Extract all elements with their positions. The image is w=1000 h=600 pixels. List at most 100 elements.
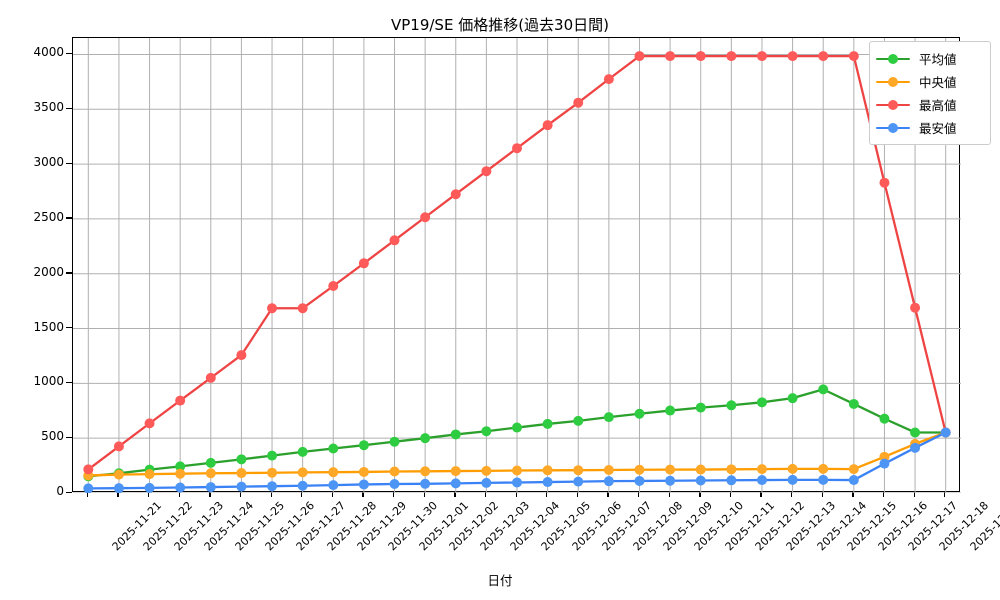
- data-point: [940, 427, 951, 438]
- data-point: [328, 467, 339, 478]
- data-point: [512, 143, 522, 154]
- x-tick-mark: [729, 492, 732, 497]
- x-tick-mark: [576, 492, 579, 497]
- x-tick-mark: [699, 492, 701, 497]
- data-point: [236, 454, 247, 465]
- x-tick-mark: [944, 492, 946, 497]
- data-point: [756, 51, 767, 62]
- y-tick-label: 4000: [33, 45, 64, 60]
- data-point: [113, 469, 124, 480]
- data-point: [420, 466, 431, 477]
- data-point: [665, 464, 676, 475]
- plot-canvas: [73, 38, 961, 493]
- data-point: [297, 303, 308, 314]
- x-tick-mark: [668, 492, 670, 497]
- y-tick-label: 1000: [33, 374, 64, 389]
- data-point: [113, 483, 124, 493]
- legend-item-3[interactable]: 最安値: [876, 116, 984, 139]
- y-tick-mark: [66, 272, 72, 274]
- legend-item-1[interactable]: 中央値: [876, 70, 984, 93]
- data-point: [756, 397, 767, 408]
- data-point: [573, 465, 584, 476]
- data-point: [848, 475, 859, 486]
- legend: 平均値中央値 最高値 最安値: [869, 41, 991, 145]
- y-tick-label: 2000: [33, 264, 64, 279]
- x-tick-mark: [86, 492, 89, 497]
- legend-swatch-icon: [876, 52, 910, 66]
- data-point: [787, 474, 798, 485]
- y-tick-mark: [66, 107, 72, 110]
- data-point: [573, 476, 584, 487]
- data-point: [328, 480, 339, 491]
- data-point: [910, 427, 921, 438]
- data-point: [818, 474, 829, 485]
- data-point: [879, 177, 890, 188]
- data-point: [726, 475, 737, 486]
- data-point: [175, 468, 186, 479]
- data-point: [573, 97, 584, 108]
- data-point: [634, 51, 645, 62]
- data-point: [512, 477, 522, 488]
- x-tick-mark: [178, 492, 180, 497]
- data-point: [818, 384, 829, 395]
- legend-label: 平均値: [919, 52, 957, 67]
- data-point: [512, 422, 522, 433]
- data-point: [144, 418, 155, 429]
- data-point: [695, 475, 706, 486]
- data-point: [236, 468, 247, 479]
- data-point: [389, 479, 400, 490]
- data-point: [267, 467, 278, 478]
- legend-swatch-icon: [876, 75, 910, 89]
- data-point: [634, 408, 645, 419]
- data-point: [481, 426, 492, 437]
- legend-item-2[interactable]: 最高値: [876, 93, 984, 116]
- data-point: [358, 466, 369, 477]
- data-point: [267, 303, 278, 314]
- y-tick-label: 500: [41, 429, 64, 444]
- data-point: [328, 281, 339, 291]
- x-tick-mark: [270, 492, 272, 497]
- data-point: [481, 477, 492, 488]
- data-point: [695, 402, 706, 413]
- data-point: [205, 457, 216, 468]
- x-tick-mark: [760, 492, 762, 497]
- x-tick-mark: [331, 492, 334, 497]
- data-point: [695, 51, 706, 62]
- data-point: [450, 189, 461, 200]
- data-point: [450, 478, 461, 489]
- data-point: [603, 464, 614, 475]
- data-point: [665, 475, 676, 486]
- data-point: [420, 478, 431, 489]
- x-tick-mark: [148, 492, 150, 497]
- data-point: [389, 466, 400, 477]
- y-tick-label: 2500: [33, 209, 64, 224]
- x-tick-mark: [913, 492, 915, 497]
- x-tick-mark: [852, 492, 854, 497]
- x-tick-mark: [637, 492, 640, 497]
- data-point: [910, 302, 921, 313]
- y-tick-mark: [66, 162, 72, 164]
- data-point: [787, 51, 798, 62]
- x-tick-mark: [821, 492, 823, 497]
- data-point: [879, 413, 890, 424]
- x-tick-mark: [393, 492, 395, 497]
- legend-swatch-icon: [876, 121, 910, 135]
- data-point: [634, 475, 645, 486]
- data-point: [542, 477, 553, 488]
- data-point: [175, 482, 186, 493]
- data-point: [328, 443, 339, 454]
- data-point: [205, 468, 216, 479]
- y-tick-mark: [66, 52, 72, 55]
- data-point: [267, 481, 278, 492]
- data-point: [236, 350, 247, 361]
- data-point: [297, 480, 308, 491]
- legend-item-0[interactable]: 平均値: [876, 47, 984, 70]
- data-point: [665, 405, 676, 416]
- data-point: [695, 464, 706, 475]
- data-point: [358, 258, 369, 269]
- x-tick-mark: [484, 492, 487, 497]
- data-point: [420, 212, 431, 223]
- data-point: [603, 476, 614, 487]
- y-tick-label: 3000: [33, 155, 64, 170]
